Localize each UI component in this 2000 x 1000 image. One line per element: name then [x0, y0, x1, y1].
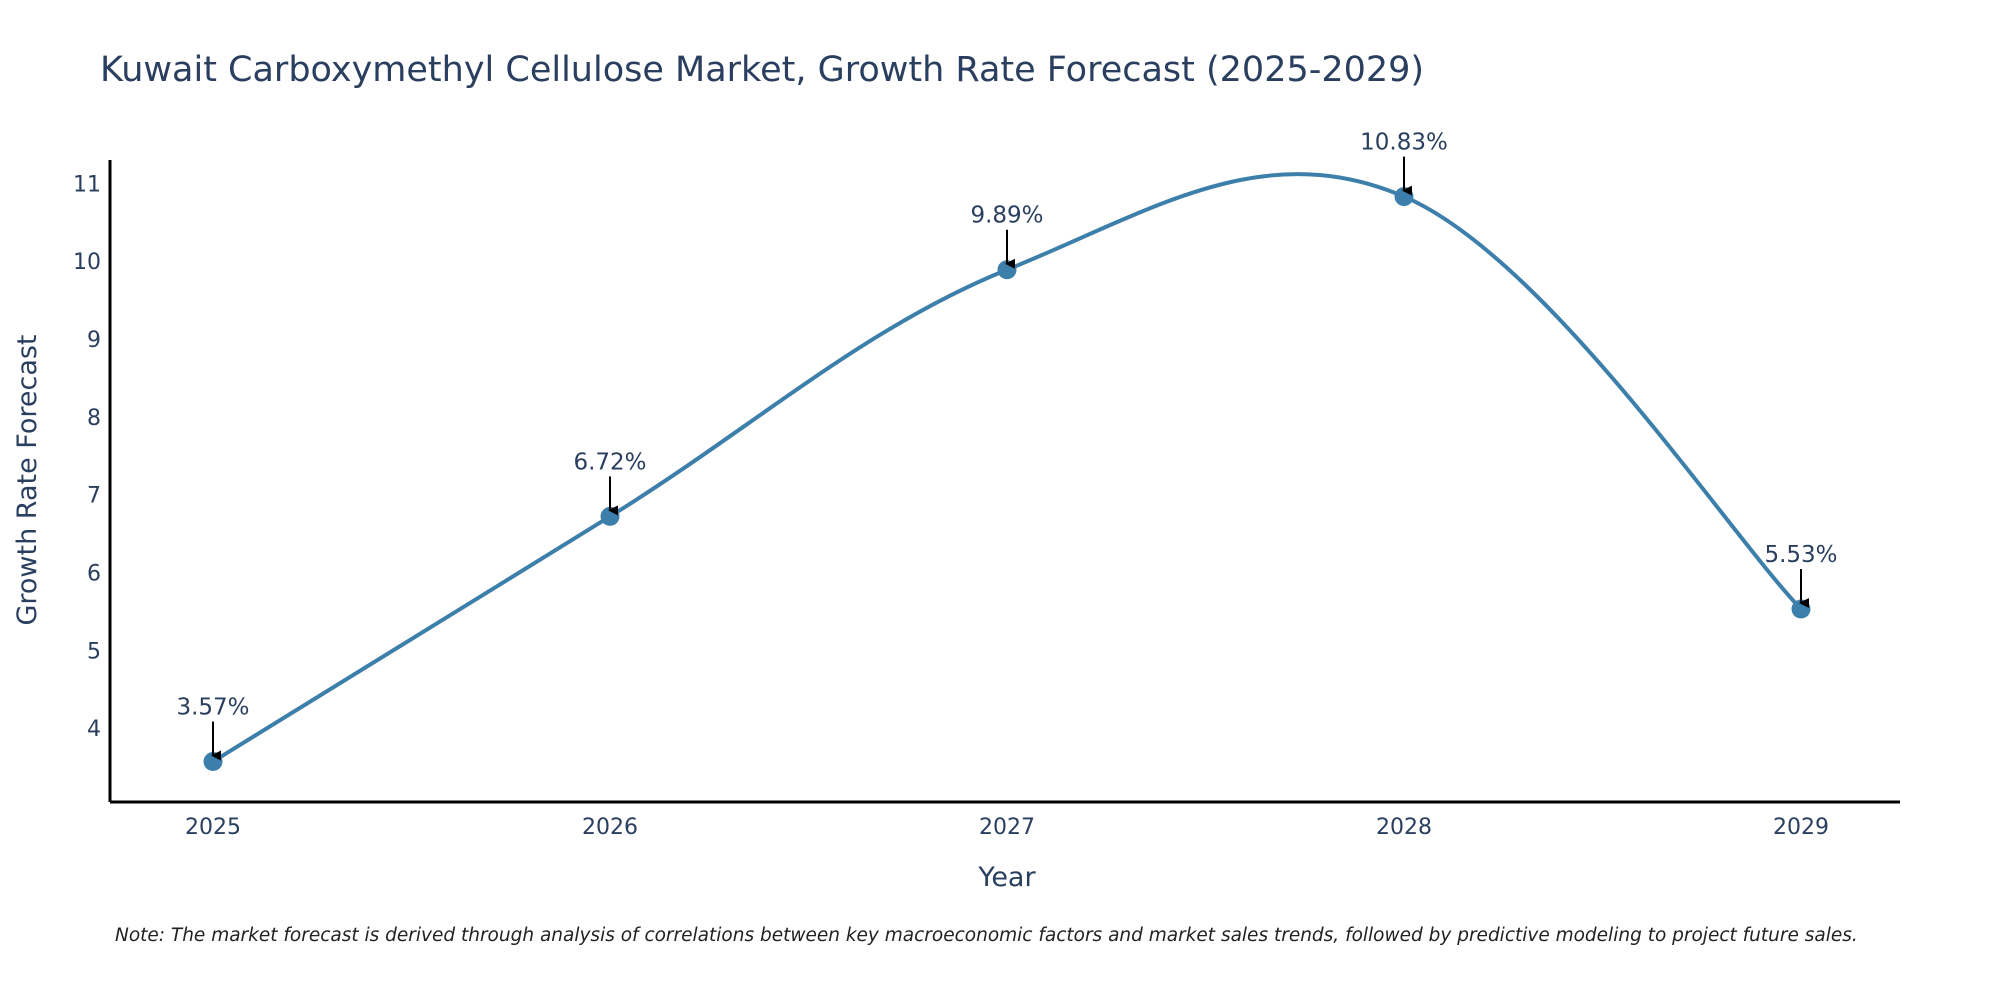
y-axis-title: Growth Rate Forecast	[12, 334, 43, 625]
y-tick-label: 9	[87, 328, 101, 353]
chart-title: Kuwait Carboxymethyl Cellulose Market, G…	[100, 50, 1424, 90]
y-tick-labels: 4 5 6 7 8 9 10 11	[73, 172, 101, 742]
y-tick-label: 8	[87, 406, 101, 431]
y-tick-label: 4	[87, 717, 101, 742]
x-tick-labels: 2025 2026 2027 2028 2029	[185, 815, 1829, 840]
axes	[110, 160, 1900, 802]
data-label: 5.53%	[1764, 542, 1837, 568]
x-tick-label: 2029	[1773, 815, 1829, 840]
x-tick-label: 2028	[1376, 815, 1432, 840]
line-chart: Kuwait Carboxymethyl Cellulose Market, G…	[0, 0, 2000, 1000]
x-tick-label: 2026	[582, 815, 638, 840]
x-axis-title: Year	[977, 862, 1036, 893]
footnote: Note: The market forecast is derived thr…	[115, 925, 1858, 946]
data-labels: 3.57% 6.72% 9.89% 10.83% 5.53%	[176, 130, 1837, 756]
data-label: 9.89%	[970, 203, 1043, 229]
y-tick-label: 5	[87, 639, 101, 664]
data-label: 3.57%	[176, 695, 249, 721]
x-tick-label: 2025	[185, 815, 241, 840]
y-tick-label: 7	[87, 484, 101, 509]
y-tick-label: 6	[87, 561, 101, 586]
data-label: 6.72%	[573, 449, 646, 475]
y-tick-label: 10	[73, 250, 101, 275]
data-label: 10.83%	[1360, 130, 1448, 156]
y-tick-label: 11	[73, 172, 101, 197]
x-tick-label: 2027	[979, 815, 1035, 840]
